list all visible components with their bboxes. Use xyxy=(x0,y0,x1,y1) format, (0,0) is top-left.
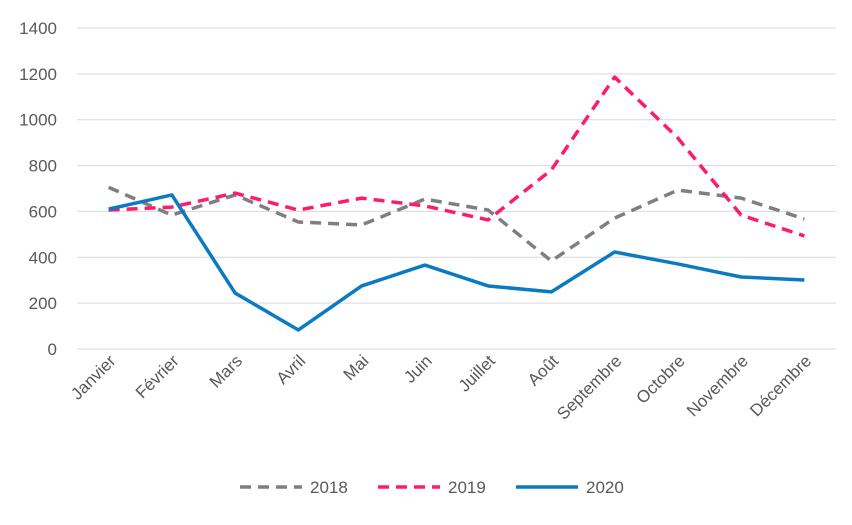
x-tick-label: Août xyxy=(524,351,562,389)
x-tick-label: Avril xyxy=(273,351,310,388)
series-line-2018 xyxy=(109,187,805,261)
legend-label: 2018 xyxy=(310,478,348,497)
x-tick-label: Mai xyxy=(340,351,373,384)
x-tick-label: Septembre xyxy=(553,351,625,423)
x-tick-label: Juillet xyxy=(455,351,499,395)
y-tick-label: 1400 xyxy=(19,19,57,38)
y-tick-label: 800 xyxy=(29,157,57,176)
y-tick-label: 1000 xyxy=(19,111,57,130)
x-tick-label: Janvier xyxy=(67,351,119,403)
series-line-2019 xyxy=(109,77,805,236)
legend-label: 2020 xyxy=(586,478,624,497)
x-tick-label: Juin xyxy=(400,351,435,386)
y-tick-label: 600 xyxy=(29,202,57,221)
series-line-2020 xyxy=(109,195,805,330)
y-tick-label: 0 xyxy=(48,340,57,359)
x-tick-label: Novembre xyxy=(683,351,752,420)
legend-label: 2019 xyxy=(448,478,486,497)
y-tick-label: 400 xyxy=(29,248,57,267)
y-tick-label: 1200 xyxy=(19,65,57,84)
x-tick-label: Décembre xyxy=(746,351,815,420)
x-tick-label: Octobre xyxy=(632,351,688,407)
x-tick-label: Février xyxy=(132,351,183,402)
x-tick-label: Mars xyxy=(206,351,246,391)
y-tick-label: 200 xyxy=(29,294,57,313)
